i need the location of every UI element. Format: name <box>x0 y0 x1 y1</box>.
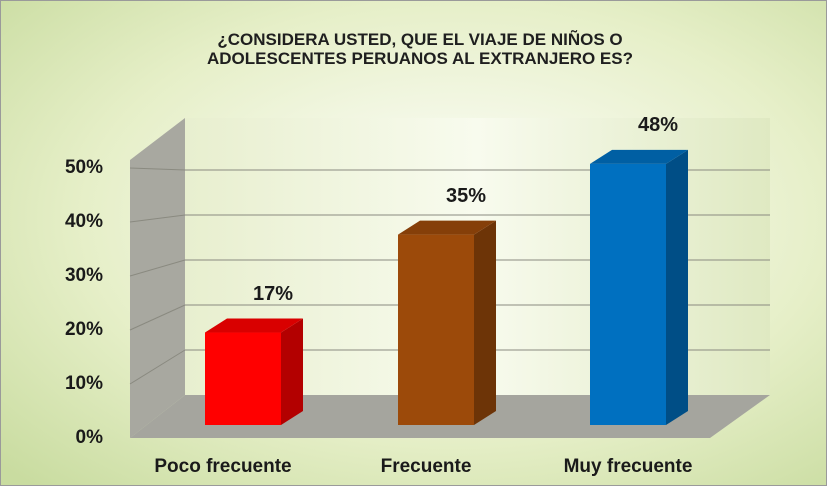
grid-line <box>129 167 186 171</box>
grid-line <box>129 304 186 331</box>
y-tick-label: 20% <box>65 319 103 340</box>
y-tick-label: 10% <box>65 373 103 394</box>
grid-line <box>129 214 186 223</box>
bar-side <box>281 318 303 425</box>
y-tick-label: 0% <box>76 427 104 448</box>
side-wall <box>130 118 185 438</box>
grid-line <box>129 349 186 385</box>
y-tick-label: 50% <box>65 157 103 178</box>
bar-side <box>474 220 496 425</box>
x-tick-label: Poco frecuente <box>154 456 291 477</box>
bar <box>398 234 474 425</box>
chart-title: ¿CONSIDERA USTED, QUE EL VIAJE DE NIÑOS … <box>206 30 633 68</box>
bar-side <box>666 149 688 425</box>
bar-top <box>590 149 688 164</box>
grid-line <box>129 259 186 277</box>
bar-top <box>398 220 496 235</box>
value-label: 17% <box>253 283 293 305</box>
bar <box>590 163 666 425</box>
x-tick-label: Muy frecuente <box>564 456 693 477</box>
value-label: 48% <box>638 114 678 136</box>
bar <box>205 332 281 425</box>
value-label: 35% <box>446 185 486 207</box>
y-tick-label: 40% <box>65 211 103 232</box>
y-tick-label: 30% <box>65 265 103 286</box>
bar-top <box>205 318 303 333</box>
x-tick-label: Frecuente <box>381 456 472 477</box>
